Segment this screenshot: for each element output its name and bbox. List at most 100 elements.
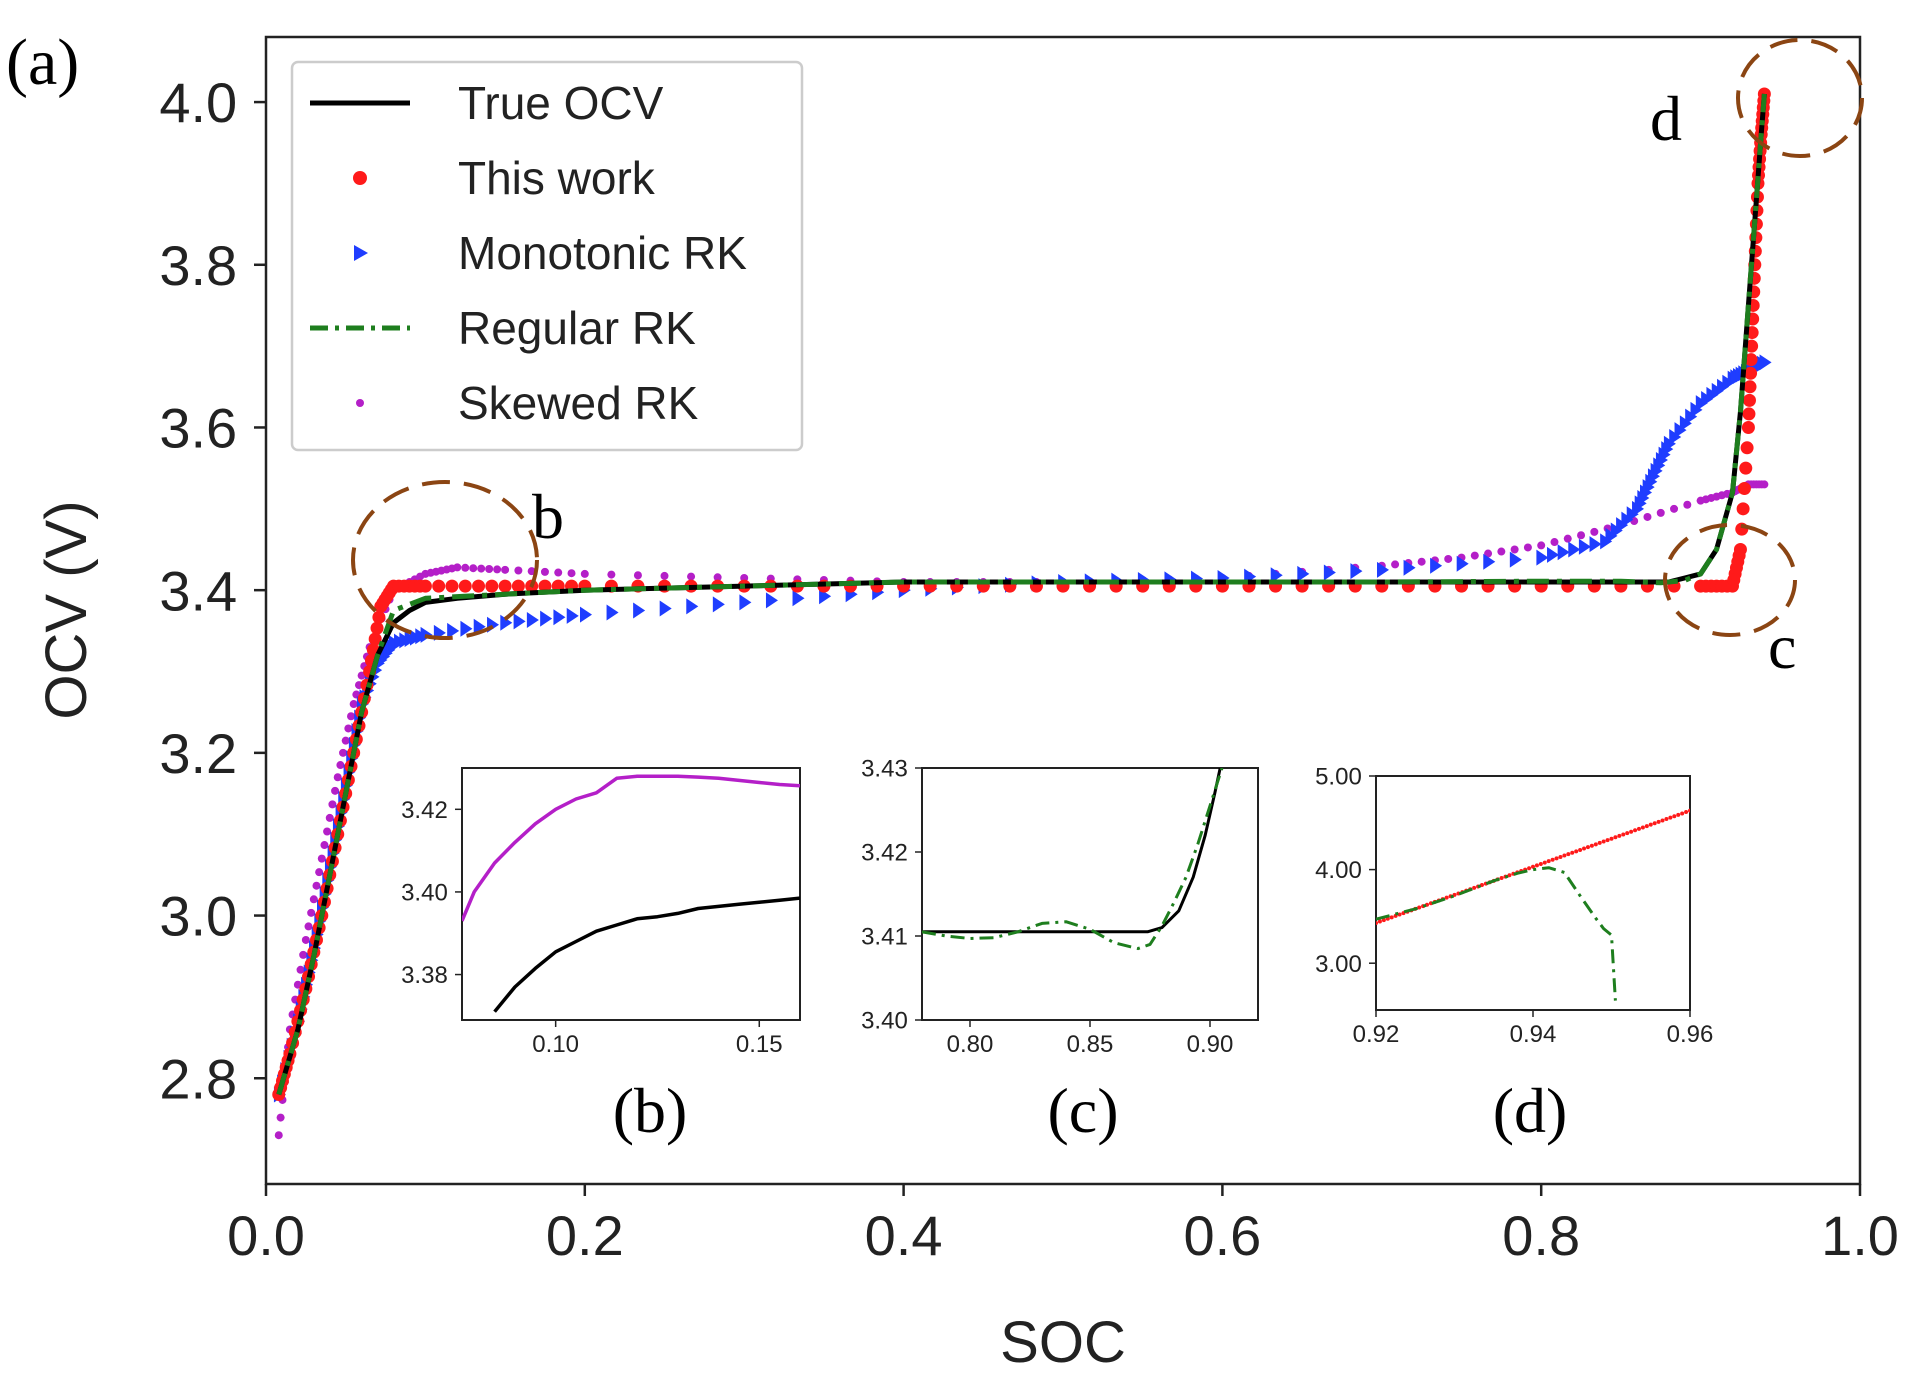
inset-d-label: (d) (1493, 1075, 1568, 1146)
inset-d-series-this-work-point (1609, 836, 1614, 841)
main-series-monotonic-rk-point (1456, 555, 1469, 572)
inset-b-series (462, 774, 800, 1013)
inset-d-series-this-work-point (1479, 883, 1484, 888)
main-series-skewed-rk-point (493, 565, 502, 574)
main-series-monotonic-rk-point (792, 590, 805, 607)
main-series-monotonic-rk-point (765, 592, 778, 609)
main-series-skewed-rk-point (276, 1113, 285, 1122)
main-series-this-work-point (1741, 420, 1755, 434)
main-x-axis-label: SOC (1000, 1310, 1126, 1375)
main-series-this-work-point (1742, 407, 1756, 421)
main-series-this-work-point (1733, 542, 1747, 556)
inset-b-series-true-ocv-line (493, 896, 800, 1013)
main-series-skewed-rk-point (1497, 547, 1506, 556)
inset-b-y-tick-label: 3.40 (401, 880, 448, 907)
main-series-skewed-rk-point (687, 572, 696, 581)
legend-item-regular-rk: Regular RK (310, 302, 696, 354)
inset-d-series-this-work-point (1664, 817, 1669, 822)
main-series-this-work-point (485, 579, 499, 593)
main-series-skewed-rk-point (325, 813, 334, 822)
main-series-monotonic-rk-point (580, 606, 592, 623)
main-series-this-work-point (472, 579, 486, 593)
main-series-this-work-point (1744, 353, 1758, 367)
main-series-skewed-rk-point (580, 569, 589, 578)
main-series-skewed-rk-point (344, 724, 353, 733)
legend-swatch-skewed-rk (356, 399, 364, 407)
main-series-skewed-rk-point (477, 564, 486, 573)
marker-b: b (532, 481, 564, 552)
legend-item-monotonic-rk: Monotonic RK (354, 227, 747, 279)
inset-d-series-this-work-point (1376, 920, 1378, 925)
main-series-monotonic-rk-point (447, 622, 460, 639)
inset-c: 0.80 0.85 0.90 3.40 3.41 3.42 3.43 (c) (861, 756, 1259, 1146)
main-series-this-work-point (538, 579, 552, 593)
inset-c-series-regular-rk (922, 768, 1224, 951)
inset-d-series-this-work-point (1668, 815, 1673, 820)
highlight-annotations: b c d (351, 38, 1864, 682)
main-x-tick-label: 0.0 (227, 1204, 305, 1267)
main-series-skewed-rk-point (1417, 557, 1426, 566)
main-series-monotonic-rk-point (1536, 549, 1549, 566)
panel-label: (a) (6, 26, 79, 99)
main-series-this-work-point (498, 579, 512, 593)
inset-d-series-this-work-point (1597, 840, 1602, 845)
main-series-this-work-point (1739, 461, 1753, 475)
main-series-this-work-point (1740, 441, 1754, 455)
inset-d-series-this-work-point (1377, 919, 1382, 924)
main-series-skewed-rk-point (713, 573, 722, 582)
main-series-this-work-point (1744, 366, 1758, 380)
inset-d-series-this-work-point (1684, 810, 1689, 815)
legend-frame (290, 60, 804, 452)
inset-c-x-tick-label: 0.85 (1067, 1031, 1114, 1058)
main-series-this-work-point (370, 621, 384, 635)
inset-d-x-tick-label: 0.96 (1667, 1021, 1714, 1048)
inset-d-series-this-work-point (1381, 918, 1386, 923)
legend-item-this-work: This work (353, 152, 656, 204)
main-series-skewed-rk-point (323, 827, 332, 836)
main-series-clip (272, 87, 1772, 1140)
legend-item-true-ocv: True OCV (310, 77, 664, 129)
main-series-skewed-rk-point (1683, 500, 1692, 509)
main-series-skewed-rk-point (469, 564, 478, 573)
main-series-monotonic-rk-point (1350, 563, 1363, 580)
main-series-skewed-rk-point (1470, 551, 1479, 560)
inset-d-series-this-work-point (1534, 863, 1539, 868)
inset-d-series-this-work-point (1625, 831, 1630, 836)
main-series-this-work-point (1736, 502, 1750, 516)
main-y-tick-label: 3.6 (159, 397, 237, 460)
main-series-skewed-rk-point (567, 569, 576, 578)
inset-d-series-this-work (1376, 808, 1690, 925)
main-x-tick-label: 0.6 (1183, 1204, 1261, 1267)
main-series-monotonic-rk-point (1759, 354, 1772, 371)
inset-d-series-this-work-point (1613, 835, 1618, 840)
main-series-skewed-rk-point (304, 922, 313, 931)
inset-d-series-this-work-point (1589, 843, 1594, 848)
inset-c-frame (921, 767, 1259, 1021)
inset-d-series-this-work-point (1640, 825, 1645, 830)
main-series-skewed-rk-point (274, 1131, 283, 1140)
inset-d-ticks: 0.92 0.94 0.96 3.00 4.00 5.00 (1315, 764, 1713, 1049)
inset-d-series-this-work-point (1574, 849, 1579, 854)
main-series-monotonic-rk-point (1483, 553, 1496, 570)
inset-b-y-tick-label: 3.38 (401, 962, 448, 989)
main-y-tick-label: 3.2 (159, 722, 237, 785)
main-series-skewed-rk-point (315, 868, 324, 877)
main-series-this-work-point (1743, 380, 1757, 394)
main-series-skewed-rk-point (1484, 549, 1493, 558)
main-series-monotonic-rk-point (659, 600, 672, 617)
inset-d-y-tick-label: 4.00 (1315, 857, 1362, 884)
inset-d-series-this-work-point (1617, 833, 1622, 838)
main-x-tick-label: 1.0 (1821, 1204, 1899, 1267)
main-series-this-work-point (372, 610, 386, 624)
main-plot-frame (264, 35, 1862, 1186)
legend-label-skewed-rk: Skewed RK (458, 377, 699, 429)
main-series-this-work-point (1737, 481, 1751, 495)
inset-d-series-this-work-point (1582, 846, 1587, 851)
inset-c-series-regular-rk-line (922, 768, 1224, 951)
main-series-monotonic-rk-point (540, 610, 553, 627)
main-series-monotonic-rk-point (1568, 541, 1581, 558)
inset-d-series-this-work-point (1605, 838, 1610, 843)
main-series-monotonic-rk-point (633, 602, 646, 619)
main-series-this-work-point (1742, 393, 1756, 407)
